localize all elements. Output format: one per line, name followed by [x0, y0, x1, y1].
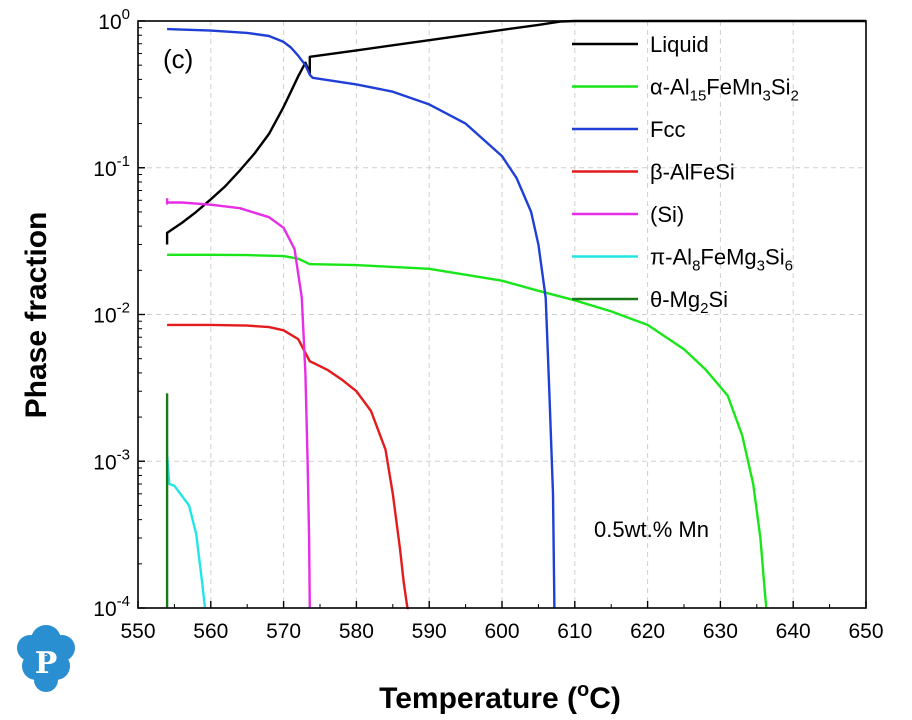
grid — [138, 21, 866, 608]
x-axis-title: Temperature (oC) — [379, 679, 621, 715]
x-tick-label: 650 — [848, 620, 883, 643]
x-tick-label: 620 — [630, 620, 665, 643]
y-tick-label: 10-1 — [93, 153, 130, 181]
y-tick-label: 10-4 — [93, 593, 130, 621]
x-tick-label: 630 — [703, 620, 738, 643]
x-tick-label: 560 — [193, 620, 228, 643]
series-line-3 — [167, 323, 409, 610]
x-tick-label: 580 — [339, 620, 374, 643]
y-axis-ticks: 10-4 10-3 10-2 10-1 100 — [93, 6, 145, 621]
legend-label: θ-Mg2Si — [650, 287, 728, 317]
logo-icon: P — [17, 625, 75, 692]
series-line-4 — [165, 198, 311, 609]
y-tick-label: 10-3 — [93, 446, 130, 474]
composition-annotation: 0.5wt.% Mn — [594, 517, 709, 542]
legend-label: Fcc — [650, 117, 685, 142]
legend-label: π-Al8FeMg3Si6 — [650, 245, 793, 275]
y-tick-label: 100 — [98, 6, 130, 34]
y-tick-label: 10-2 — [93, 300, 130, 328]
plot-series — [165, 19, 866, 610]
series-line-2 — [167, 27, 556, 609]
x-tick-label: 610 — [557, 620, 592, 643]
x-tick-label: 600 — [484, 620, 519, 643]
series-line-5 — [165, 455, 207, 609]
legend-label: Liquid — [650, 32, 709, 57]
y-axis-title: Phase fraction — [20, 212, 53, 419]
x-tick-label: 640 — [776, 620, 811, 643]
panel-label: (c) — [163, 44, 193, 74]
series-line-1 — [167, 253, 768, 609]
legend: Liquid α-Al15FeMn3Si2 Fcc β-AlFeSi (Si) π-Al8… — [572, 32, 799, 317]
x-tick-label: 590 — [412, 620, 447, 643]
svg-text:P: P — [35, 646, 58, 681]
x-tick-label: 570 — [266, 620, 301, 643]
legend-label: β-AlFeSi — [650, 160, 735, 185]
x-tick-label: 550 — [120, 620, 155, 643]
x-axis-ticks: 550 560 570 580 590 600 610 620 630 640 650 — [120, 601, 884, 643]
legend-label: α-Al15FeMn3Si2 — [650, 75, 799, 105]
series-line-0 — [165, 19, 866, 245]
legend-label: (Si) — [650, 202, 684, 227]
